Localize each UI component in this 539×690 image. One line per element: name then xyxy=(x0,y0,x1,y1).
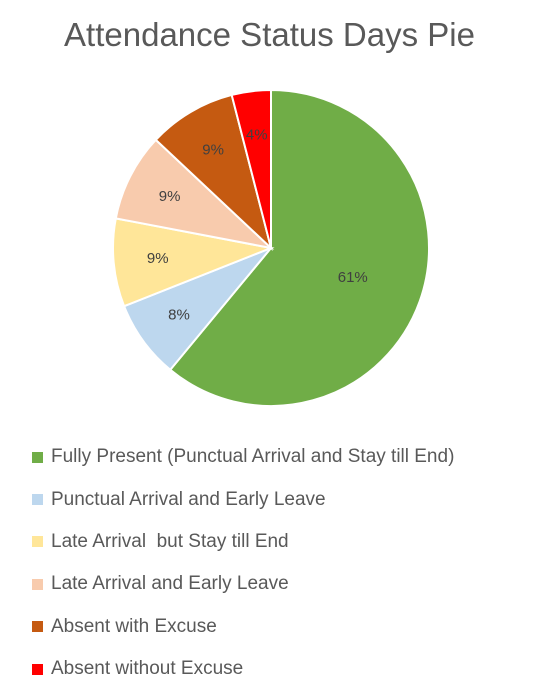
pie-slice xyxy=(154,93,273,252)
pie-slice xyxy=(114,138,275,250)
legend-label: Punctual Arrival and Early Leave xyxy=(51,488,326,510)
legend-item: Fully Present (Punctual Arrival and Stay… xyxy=(32,436,532,478)
legend-label: Late Arrival but Stay till End xyxy=(51,530,289,552)
legend-swatch xyxy=(32,663,43,675)
pie-slice xyxy=(112,217,275,308)
legend-swatch xyxy=(32,494,43,506)
pie-plot-area: 61% 8% 9% 9% 9% 4% xyxy=(112,88,430,407)
slice-data-label: 9% xyxy=(159,188,181,205)
legend-item: Late Arrival and Early Leave xyxy=(32,563,532,605)
legend-swatch xyxy=(32,451,43,463)
pie-slice xyxy=(230,88,272,249)
slice-data-label: 61% xyxy=(338,269,368,286)
slice-data-label: 9% xyxy=(147,250,169,267)
legend-item: Late Arrival but Stay till End xyxy=(32,521,532,563)
legend-label: Late Arrival and Early Leave xyxy=(51,573,289,595)
legend-swatch xyxy=(32,578,43,590)
legend-item: Absent without Excuse xyxy=(32,648,532,690)
slice-data-label: 9% xyxy=(202,142,224,159)
legend-label: Absent with Excuse xyxy=(51,615,217,637)
legend-label: Fully Present (Punctual Arrival and Stay… xyxy=(51,446,455,468)
legend-swatch xyxy=(32,621,43,633)
slice-data-label: 8% xyxy=(168,306,190,323)
chart-title: Attendance Status Days Pie xyxy=(64,16,475,53)
slice-data-label: 4% xyxy=(246,127,268,144)
chart-legend: Fully Present (Punctual Arrival and Stay… xyxy=(32,436,532,690)
legend-item: Absent with Excuse xyxy=(32,606,532,648)
legend-item: Punctual Arrival and Early Leave xyxy=(32,478,532,520)
pie-slice xyxy=(168,88,430,407)
legend-swatch xyxy=(32,536,43,548)
legend-label: Absent without Excuse xyxy=(51,658,244,680)
